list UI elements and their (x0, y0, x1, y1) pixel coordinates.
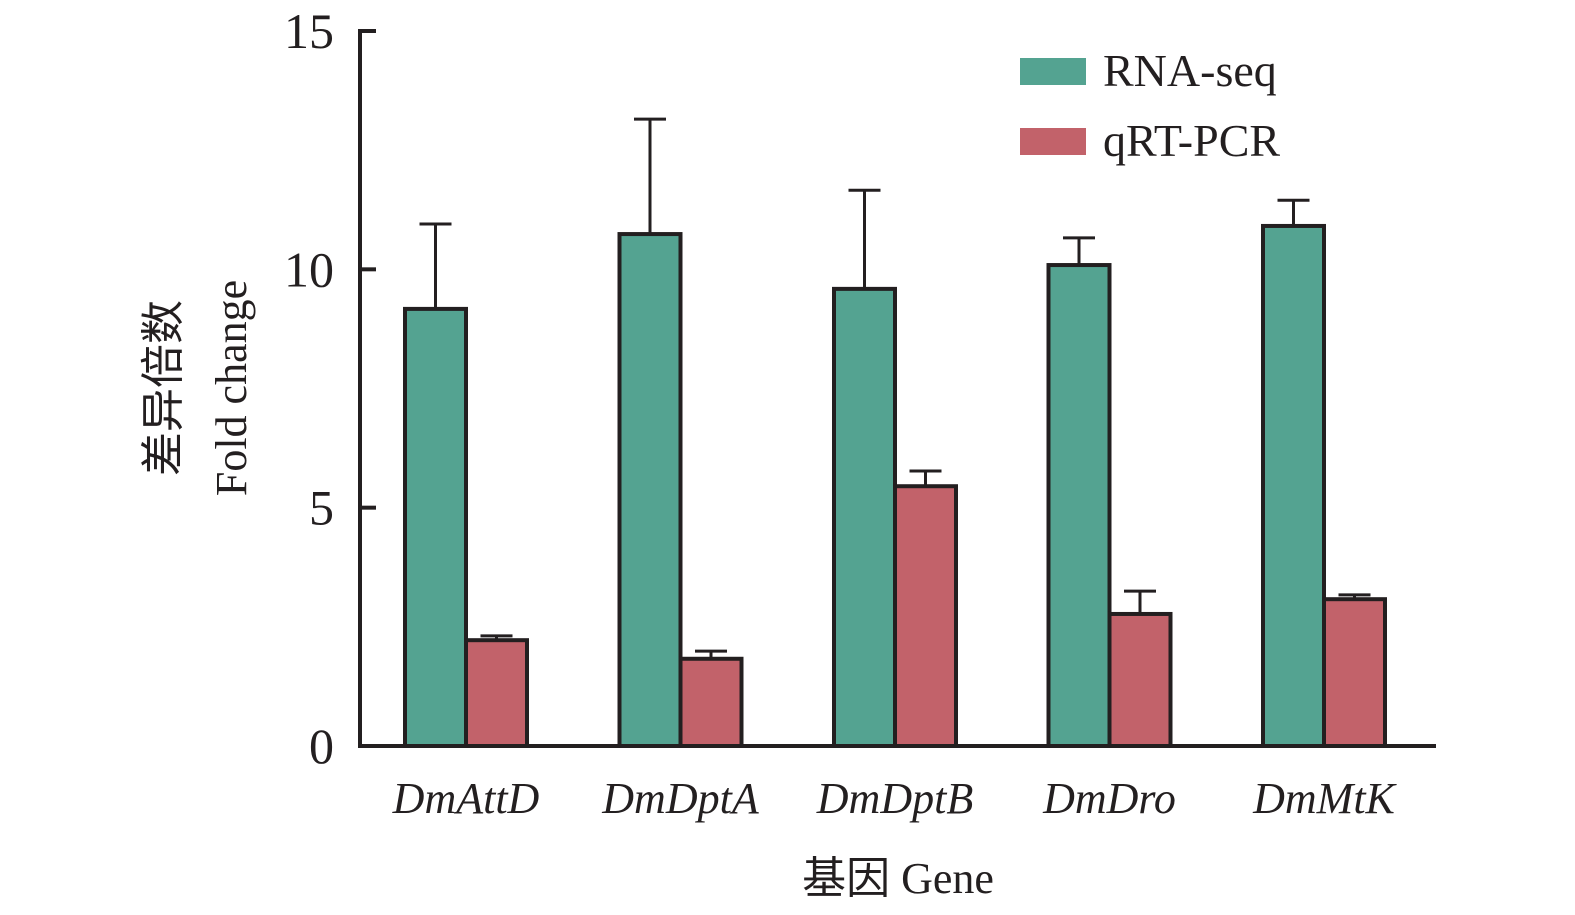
legend-swatch-rna-seq (1020, 58, 1086, 85)
bar-qrt-pcr-dmmtk (1322, 597, 1387, 748)
y-tick-label: 5 (309, 480, 334, 536)
y-tick-label: 0 (309, 718, 334, 774)
legend-label-rna-seq: RNA-seq (1103, 45, 1277, 96)
y-ticks-layer: 0 5 10 15 (284, 3, 376, 774)
x-tick-label: DmAttD (392, 774, 540, 823)
x-tick-label: DmDro (1042, 774, 1176, 823)
legend: RNA-seq qRT-PCR (1020, 45, 1280, 166)
bars-layer (403, 223, 1387, 749)
x-axis-title: 基因 Gene (802, 854, 994, 903)
error-bars-layer (419, 117, 1371, 659)
x-tick-labels-layer: DmAttD DmDptA DmDptB DmDro DmMtK (392, 774, 1398, 823)
bar-rna-seq-dmmtk (1261, 223, 1326, 748)
bar-qrt-pcr-dmdpta (678, 656, 744, 749)
y-tick-label: 15 (284, 3, 334, 59)
x-tick-label: DmMtK (1252, 774, 1397, 823)
bar-qrt-pcr-dmdro (1107, 611, 1173, 748)
bar-qrt-pcr-dmattd (464, 638, 529, 748)
bar-rna-seq-dmdpta (617, 232, 683, 748)
y-axis-title-english: Fold change (207, 280, 256, 496)
bar-rna-seq-dmdptb (832, 286, 897, 748)
legend-swatch-qrt-pcr (1020, 128, 1086, 155)
x-tick-label: DmDptB (816, 774, 973, 823)
bar-rna-seq-dmattd (403, 306, 468, 748)
bar-qrt-pcr-dmdptb (893, 484, 958, 748)
x-tick-label: DmDptA (601, 774, 760, 823)
axes-layer (358, 29, 1436, 748)
bar-rna-seq-dmdro (1046, 263, 1112, 748)
y-axis-title-chinese: 差异倍数 (139, 300, 188, 476)
y-tick-label: 10 (284, 241, 334, 297)
legend-label-qrt-pcr: qRT-PCR (1103, 115, 1280, 166)
